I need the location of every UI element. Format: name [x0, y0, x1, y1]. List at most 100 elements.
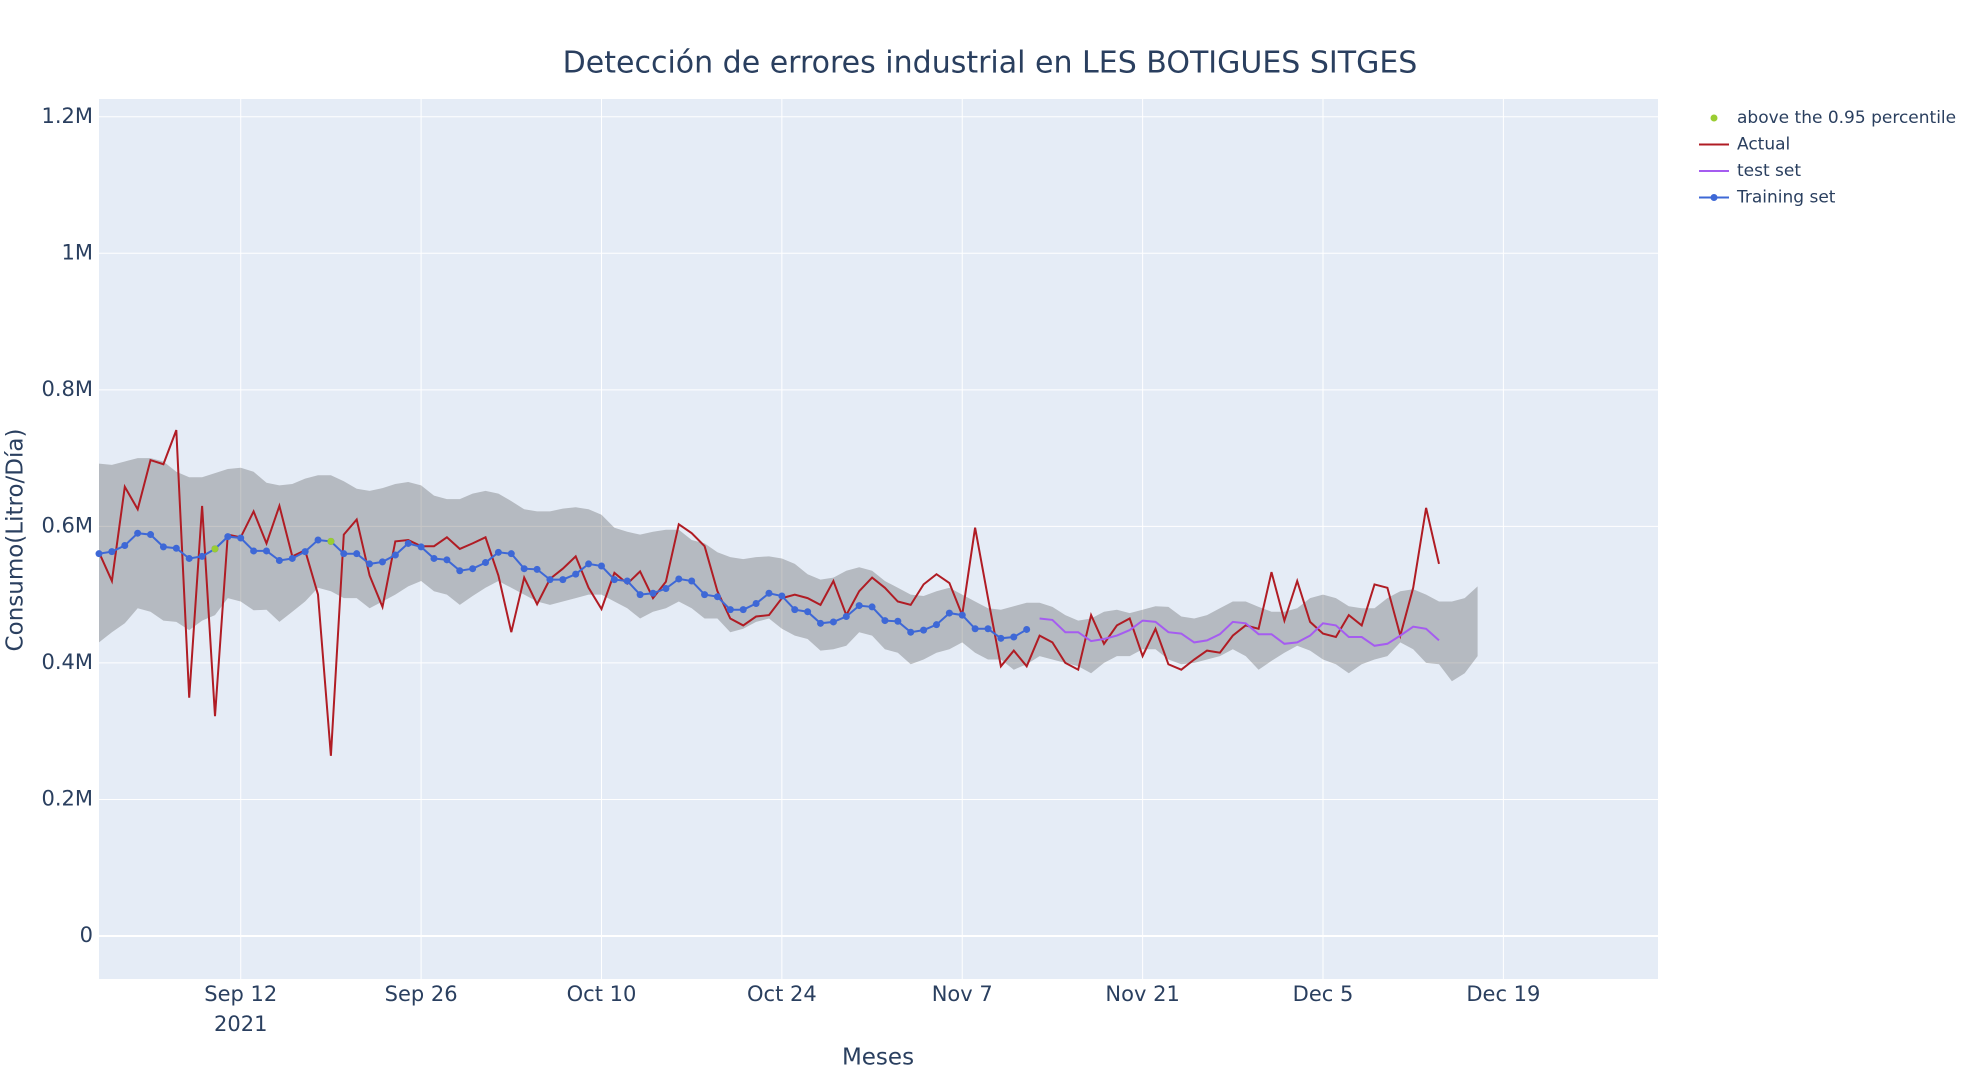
legend-label: test set [1737, 161, 1801, 181]
series-marker [932, 621, 940, 629]
series-marker [649, 589, 657, 597]
series-marker [533, 565, 541, 573]
x-tick-label: Nov 21 [1105, 982, 1179, 1006]
x-tick-label: Dec 19 [1466, 982, 1540, 1006]
y-tick-label: 1.2M [41, 104, 93, 128]
series-marker [546, 576, 554, 584]
series-marker [817, 619, 825, 627]
series-marker [288, 554, 296, 562]
series-marker [997, 634, 1005, 642]
x-tick-label: Nov 7 [932, 982, 993, 1006]
series-marker [971, 625, 979, 633]
series-marker [636, 591, 644, 599]
series-marker [623, 577, 631, 585]
series-marker [314, 536, 322, 544]
series-marker [417, 543, 425, 551]
x-tick-label: Sep 12 2021 [204, 982, 277, 1036]
series-marker [868, 603, 876, 611]
series-marker [494, 548, 502, 556]
series-marker [340, 550, 348, 558]
series-marker [688, 577, 696, 585]
chart-title: Detección de errores industrial en LES B… [563, 46, 1418, 81]
series-line [98, 429, 1440, 756]
series-marker [469, 565, 477, 573]
series-marker [185, 554, 193, 562]
series-marker [237, 534, 245, 542]
series-marker [378, 558, 386, 566]
legend-label: Training set [1736, 188, 1836, 208]
series-marker [134, 529, 142, 537]
series-marker [224, 533, 232, 541]
y-axis-label: Consumo(Litro/Día) [3, 429, 29, 652]
series-marker [198, 552, 206, 560]
series-marker [1023, 625, 1031, 633]
series-marker [211, 545, 219, 553]
series-marker [726, 606, 734, 614]
series-marker [353, 550, 361, 558]
series-marker [842, 612, 850, 620]
series-marker [275, 557, 283, 565]
series-marker [662, 584, 670, 592]
series-marker [482, 559, 490, 567]
series-marker [713, 593, 721, 601]
x-axis-label: Meses [842, 1045, 914, 1071]
series-marker [958, 611, 966, 619]
series-marker [610, 576, 618, 584]
series-line [1039, 617, 1440, 647]
series-marker [829, 618, 837, 626]
y-tick-label: 0 [80, 923, 93, 947]
series-marker [984, 625, 992, 633]
series-marker [804, 608, 812, 616]
series-marker [391, 551, 399, 559]
series-marker [262, 547, 270, 555]
series-marker [907, 628, 915, 636]
legend-marker [1710, 194, 1718, 201]
x-tick-label: Oct 10 [567, 982, 637, 1006]
series-marker [366, 560, 374, 568]
series-marker [1010, 633, 1018, 641]
y-tick-label: 0.6M [41, 513, 93, 537]
series-marker [507, 550, 515, 558]
series-marker [894, 617, 902, 625]
series-marker [752, 600, 760, 608]
legend-marker [1710, 114, 1718, 122]
series-marker [443, 556, 451, 564]
series-marker [945, 609, 953, 617]
series-marker [791, 606, 799, 614]
series-marker [159, 543, 167, 551]
series-marker [597, 562, 605, 570]
series-marker [147, 531, 155, 539]
series-marker [404, 539, 412, 547]
series-marker [430, 554, 438, 562]
y-tick-label: 1M [62, 240, 93, 264]
series-marker [765, 589, 773, 597]
series-marker [559, 576, 567, 584]
legend-label: above the 0.95 percentile [1737, 108, 1956, 128]
series-marker [855, 602, 863, 610]
plot-area [99, 99, 1658, 979]
series-marker [108, 548, 116, 556]
series-marker [585, 560, 593, 568]
legend-label: Actual [1737, 135, 1790, 155]
series-marker [327, 537, 335, 545]
series-marker [701, 591, 709, 599]
series-marker [675, 575, 683, 583]
series-marker [172, 544, 180, 552]
series-marker [778, 592, 786, 600]
x-tick-label: Sep 26 [385, 982, 458, 1006]
series-marker [95, 550, 103, 558]
x-tick-label: Oct 24 [747, 982, 817, 1006]
series-marker [301, 548, 309, 556]
series-marker [520, 565, 528, 573]
series-marker [920, 626, 928, 634]
y-tick-label: 0.4M [41, 650, 93, 674]
series-marker [739, 606, 747, 614]
series-marker [121, 541, 129, 549]
x-tick-label: Dec 5 [1293, 982, 1354, 1006]
y-tick-label: 0.2M [41, 786, 93, 810]
y-tick-label: 0.8M [41, 377, 93, 401]
series-marker [456, 567, 464, 575]
series-marker [881, 617, 889, 625]
series-marker [250, 547, 258, 555]
